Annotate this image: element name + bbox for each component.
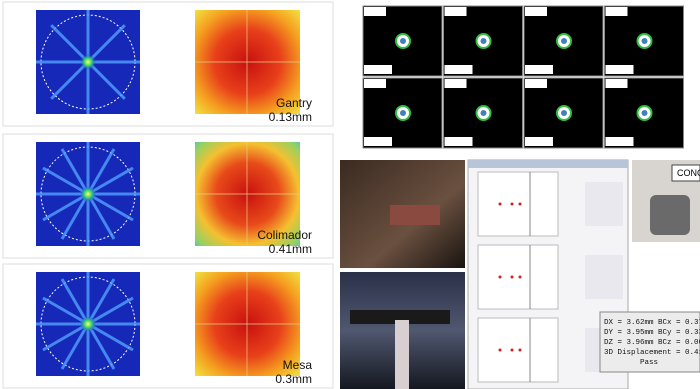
frame-header <box>444 79 467 88</box>
field-center <box>480 110 487 116</box>
row-frame <box>2 133 334 259</box>
plot-area <box>477 317 559 383</box>
frame-header <box>364 79 386 88</box>
frame-header <box>364 7 386 16</box>
label-box <box>671 164 700 182</box>
frame-footer <box>605 137 634 146</box>
photo-detail <box>390 205 440 225</box>
frame-header <box>444 7 467 16</box>
field-center <box>400 38 406 44</box>
frame-footer <box>364 65 392 74</box>
panel-value: 0.41mm <box>269 242 312 256</box>
plot-point <box>518 275 522 279</box>
frame-footer <box>444 137 473 146</box>
results-box <box>599 311 700 373</box>
field-center <box>400 110 406 116</box>
panel-label: Colimador <box>257 228 312 242</box>
field-center <box>641 110 648 116</box>
result-line: DX = 3.62mm BCx = 0.37 mm <box>604 319 700 327</box>
side-panel <box>585 182 623 226</box>
photo-detail <box>650 195 690 235</box>
row-frame <box>2 263 334 389</box>
result-line: 3D Displacement = 0.41mm <box>604 349 700 357</box>
panel-label: Mesa <box>283 358 313 372</box>
plot-point <box>518 348 522 352</box>
plot-point <box>498 275 502 279</box>
plot-point <box>510 202 514 206</box>
frame-footer <box>525 65 553 74</box>
result-line: Pass <box>640 359 658 367</box>
frame-footer <box>444 65 473 74</box>
row-frame <box>2 1 334 127</box>
result-line: DY = 3.95mm BCy = 0.33 mm <box>604 329 700 337</box>
plot-point <box>510 275 514 279</box>
frame-footer <box>364 137 392 146</box>
frame-header <box>525 79 547 88</box>
frame-header <box>605 7 628 16</box>
frame-header <box>605 79 628 88</box>
photo-detail <box>350 310 450 324</box>
results: DX = 3.62mm BCx = 0.37 mm DY = 3.95mm BCy… <box>604 319 700 367</box>
panel-value: 0.3mm <box>275 372 312 386</box>
frame-header <box>525 7 547 16</box>
field-center <box>480 38 487 44</box>
photo-label: CONO <box>677 168 700 178</box>
center-spot <box>80 316 96 332</box>
frame <box>604 77 684 149</box>
plots <box>477 171 623 383</box>
result-line: DZ = 3.96mm BCz = 0.00 mm <box>604 339 700 347</box>
title-bar <box>468 160 628 168</box>
center-spot <box>80 54 96 70</box>
field-center <box>561 38 567 44</box>
plot-point <box>518 202 522 206</box>
frame-footer <box>605 65 634 74</box>
side-panel <box>585 255 623 299</box>
frame-footer <box>525 137 553 146</box>
panel-label: Gantry <box>276 96 312 110</box>
field-center <box>641 38 648 44</box>
plot-point <box>498 348 502 352</box>
plot-point <box>498 202 502 206</box>
center-spot <box>80 186 96 202</box>
plot-area <box>477 171 559 237</box>
field-center <box>561 110 567 116</box>
photo-detail <box>395 320 409 389</box>
plot-point <box>510 348 514 352</box>
frame-grid <box>362 5 684 149</box>
panel-value: 0.13mm <box>269 110 312 124</box>
plot-area <box>477 244 559 310</box>
